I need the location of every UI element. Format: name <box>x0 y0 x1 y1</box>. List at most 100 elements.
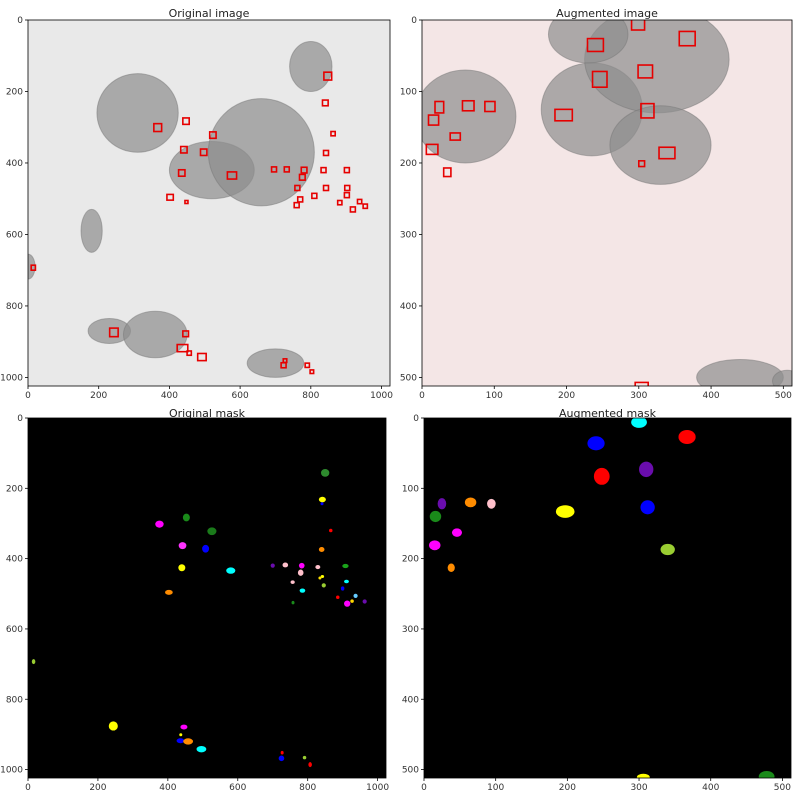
x-tick-label: 600 <box>232 391 249 401</box>
mask-blob <box>429 510 442 523</box>
bounding-box <box>300 166 308 174</box>
y-tick-label: 400 <box>402 695 419 705</box>
bounding-box <box>356 198 363 205</box>
panel-title: Augmented mask <box>558 407 657 420</box>
mask-blob <box>631 418 647 428</box>
mask-blob <box>290 580 295 584</box>
mask-blob <box>155 520 164 528</box>
y-tick-label: 500 <box>400 373 417 383</box>
x-tick-label: 600 <box>229 783 246 793</box>
x-tick-label: 300 <box>630 391 647 401</box>
mask-blob <box>429 540 441 551</box>
panel-title: Augmented image <box>556 7 658 20</box>
bounding-box <box>179 145 188 154</box>
y-tick-label: 800 <box>6 302 23 312</box>
tissue-region <box>96 73 179 153</box>
tissue-region <box>289 40 333 92</box>
bounding-box <box>343 184 351 192</box>
y-tick-label: 200 <box>402 555 419 565</box>
bounding-box <box>166 193 175 201</box>
mask-blob <box>487 498 496 509</box>
bounding-box <box>322 184 330 192</box>
plot-background <box>28 20 390 386</box>
mask-blob <box>362 599 367 604</box>
y-tick-label: 300 <box>400 230 417 240</box>
bounding-box <box>176 343 189 353</box>
bounding-box <box>484 100 496 113</box>
tissue-region <box>547 20 629 64</box>
tissue-region <box>609 105 712 185</box>
mask-blob <box>315 564 321 570</box>
mask-blob <box>555 505 575 518</box>
mask-blob <box>329 528 333 533</box>
x-tick-label: 0 <box>25 391 31 401</box>
bounding-box <box>442 167 452 178</box>
mask-blob <box>179 733 183 737</box>
bounding-box <box>208 131 217 140</box>
mask-blob <box>318 496 326 503</box>
bounding-box <box>658 146 676 160</box>
mask-blob <box>196 746 207 753</box>
bounding-box <box>630 20 646 31</box>
tissue-region <box>771 369 792 386</box>
y-tick-label: 0 <box>17 16 23 26</box>
bounding-box <box>177 168 186 177</box>
y-tick-label: 200 <box>6 87 23 97</box>
mask-blob <box>176 738 185 744</box>
bounding-box <box>343 166 351 174</box>
mask-blob <box>207 527 217 536</box>
mask-blob <box>353 593 358 598</box>
mask-blob <box>183 738 194 745</box>
y-tick-label: 400 <box>6 555 23 565</box>
mask-blob <box>451 528 462 537</box>
y-tick-label: 0 <box>413 414 419 424</box>
mask-blob <box>280 750 284 755</box>
bounding-box <box>296 196 304 203</box>
bounding-box <box>322 149 330 157</box>
y-tick-label: 0 <box>411 16 417 26</box>
bounding-box <box>427 114 440 126</box>
mask-blob <box>226 567 236 574</box>
mask-blob <box>660 543 675 556</box>
mask-blob <box>587 436 605 451</box>
plot-background <box>28 418 386 778</box>
bounding-box <box>30 264 37 271</box>
bounding-box <box>362 203 369 210</box>
mask-blob <box>636 773 650 778</box>
bounding-box <box>449 132 462 141</box>
mask-blob <box>297 569 304 576</box>
bounding-box <box>293 201 300 209</box>
x-tick-label: 400 <box>702 391 719 401</box>
y-tick-label: 800 <box>6 695 23 705</box>
bounding-box <box>461 99 475 112</box>
bounding-box <box>196 352 207 362</box>
tissue-region <box>696 359 784 386</box>
mask-blob <box>318 547 325 552</box>
mask-blob <box>639 461 654 478</box>
mask-blob <box>320 575 325 579</box>
y-tick-label: 1000 <box>0 766 23 776</box>
tissue-region <box>80 208 103 253</box>
bounding-box <box>304 362 311 369</box>
bounding-box <box>637 160 646 168</box>
mask-blob <box>202 544 210 553</box>
x-tick-label: 400 <box>702 783 719 793</box>
mask-blob <box>302 755 307 760</box>
x-tick-label: 800 <box>299 783 316 793</box>
bounding-box <box>586 37 605 53</box>
axes-frame <box>421 19 793 387</box>
bounding-box <box>343 191 351 199</box>
mask-blob <box>318 576 322 580</box>
mask-blob <box>31 659 36 665</box>
x-tick-label: 500 <box>775 391 792 401</box>
mask-blob <box>593 467 610 485</box>
y-tick-label: 200 <box>400 159 417 169</box>
y-tick-label: 0 <box>17 414 23 424</box>
mask-blob <box>350 599 354 603</box>
mask-blob <box>270 563 275 568</box>
mask-blob <box>182 513 190 522</box>
mask-blob <box>291 600 295 605</box>
x-tick-label: 800 <box>302 391 319 401</box>
